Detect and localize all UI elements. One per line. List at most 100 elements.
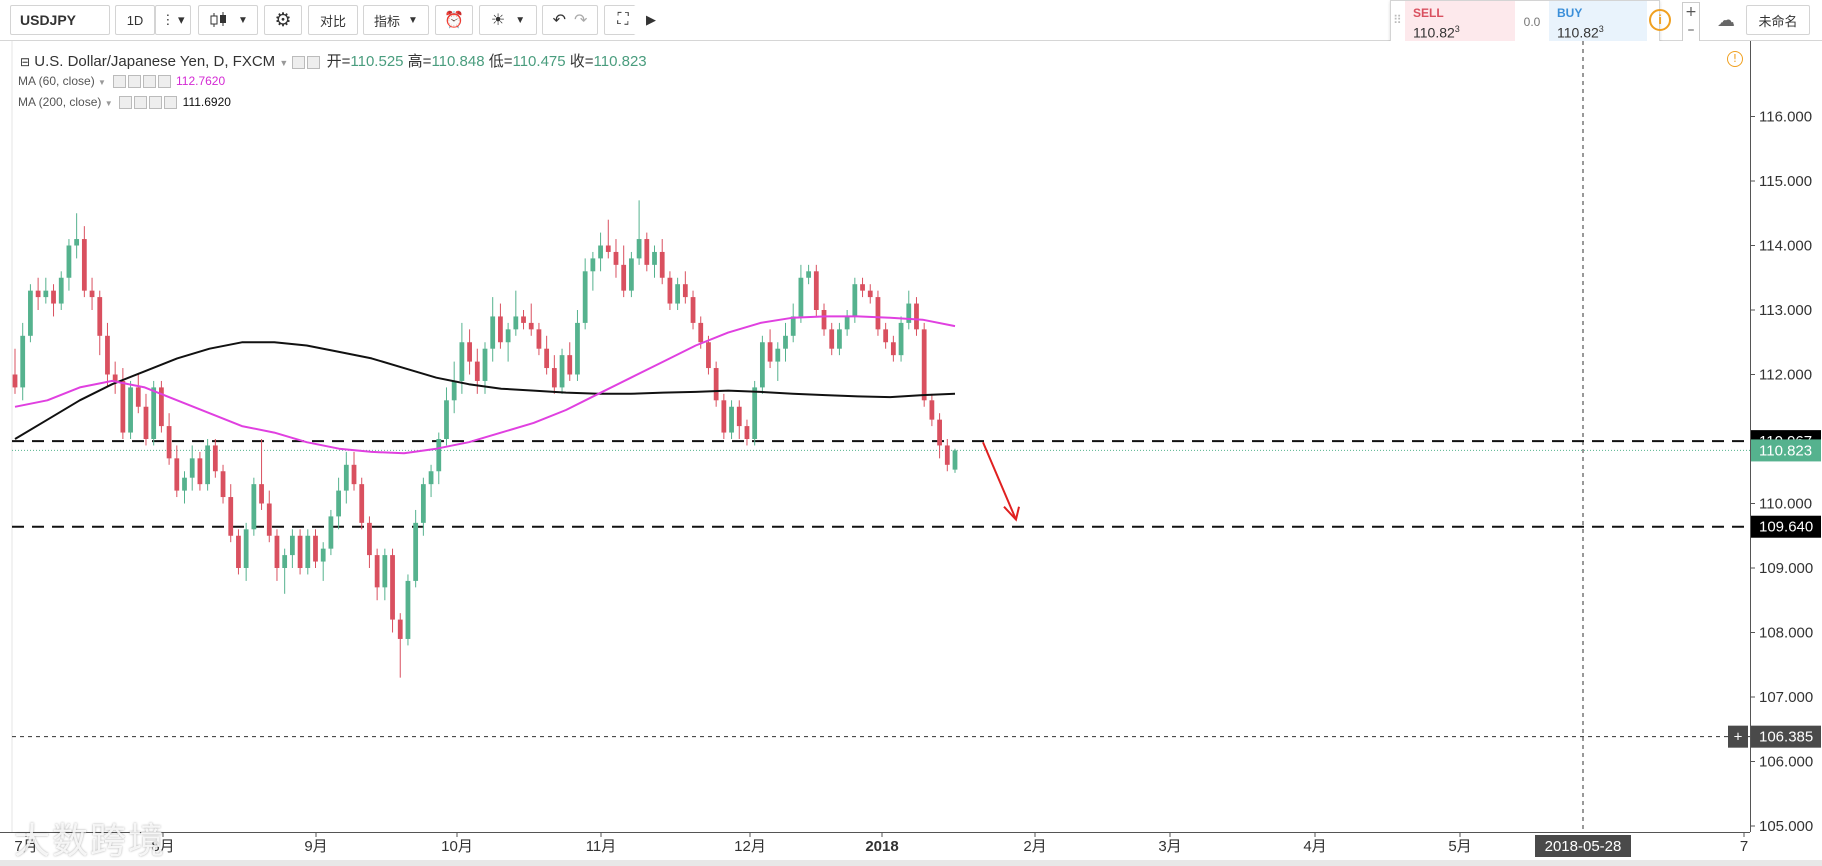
candle-body <box>513 316 519 330</box>
candle-body <box>675 284 681 304</box>
minus-icon[interactable]: – <box>1687 22 1695 38</box>
candle-body <box>721 400 727 433</box>
candle-body <box>744 426 750 439</box>
sell-button[interactable]: SELL 110.823 <box>1405 1 1515 45</box>
candle-body <box>428 471 434 485</box>
close-icon[interactable] <box>157 75 171 89</box>
compare-button[interactable]: 对比 <box>308 5 358 35</box>
candle-body <box>66 245 72 278</box>
ma60-line <box>14 315 956 455</box>
undo-redo-group[interactable]: ↶ ↷ <box>542 5 598 35</box>
plus-icon[interactable] <box>142 75 156 89</box>
candle-body <box>35 290 41 298</box>
candle-body <box>883 329 889 343</box>
gear-icon[interactable] <box>127 75 141 89</box>
alert-button[interactable]: ⏰ <box>435 5 473 35</box>
candle-body <box>182 477 187 491</box>
replay-button[interactable]: ▶ <box>634 5 668 35</box>
y-tick-label: 108.000 <box>1759 625 1813 642</box>
cloud-save-button[interactable]: ☁ <box>1700 5 1752 35</box>
chevron-down-icon[interactable]: ▼ <box>279 58 289 68</box>
ma200-label: MA (200, close) <box>18 95 102 109</box>
forecast-arrow-head <box>1003 506 1020 522</box>
eye-icon[interactable] <box>292 55 306 69</box>
lightbulb-icon: ☀ <box>490 12 506 29</box>
info-icon[interactable]: i <box>1649 9 1671 31</box>
candle-body <box>243 529 249 568</box>
candle-body <box>898 322 904 356</box>
candle-body <box>544 348 550 369</box>
candle-body <box>12 374 18 388</box>
play-icon: ▶ <box>646 12 656 27</box>
candle-body <box>860 284 865 291</box>
kebab-icon: ⋮ ▾ <box>161 12 185 27</box>
eye-icon[interactable] <box>112 75 126 89</box>
price-chart[interactable]: 105.000 106.000 107.000 108.000 109.000 110.0… <box>0 41 1822 866</box>
eye-icon[interactable] <box>119 96 133 110</box>
close-icon[interactable] <box>164 96 178 110</box>
candle-body <box>374 555 380 588</box>
chevron-down-icon: ▼ <box>408 14 418 26</box>
symbol-search-button[interactable]: USDJPY <box>10 5 110 35</box>
layout-name-label: 未命名 <box>1758 13 1798 29</box>
candle-body <box>952 450 958 470</box>
candle-body <box>629 258 634 291</box>
candle-body <box>467 342 472 362</box>
settings-button[interactable]: ⚙ <box>264 5 302 35</box>
chart-style-button[interactable]: ▼ <box>198 5 258 35</box>
candle-body <box>51 290 56 304</box>
collapse-icon[interactable]: ⊟ <box>20 55 31 69</box>
candle-body <box>259 484 264 504</box>
chevron-down-icon[interactable]: ▼ <box>104 99 113 108</box>
candle-body <box>598 245 603 259</box>
close-value: 110.823 <box>593 53 647 70</box>
y-tick-label: 110.000 <box>1759 496 1812 513</box>
candle-body <box>197 458 203 485</box>
candle-body <box>729 406 734 433</box>
compare-label: 对比 <box>319 13 346 29</box>
candle-body <box>713 368 719 401</box>
candle-body <box>929 400 935 420</box>
candle-body <box>120 380 126 433</box>
drag-handle-icon[interactable]: ⠿ <box>1393 13 1402 27</box>
gear-icon[interactable] <box>307 55 321 69</box>
level-price-box <box>1751 515 1821 538</box>
candle-body <box>582 271 588 323</box>
candle-body <box>605 245 611 252</box>
ma60-value: 112.7620 <box>175 74 226 88</box>
layout-name-button[interactable]: 未命名 <box>1746 5 1810 35</box>
interval-button[interactable]: 1D <box>115 5 155 35</box>
chevron-down-icon[interactable]: ▼ <box>98 78 106 87</box>
ideas-button[interactable]: ☀ ▼ <box>479 5 537 35</box>
crosshair-price-box <box>1751 725 1821 748</box>
ma200-line <box>14 341 956 440</box>
indicators-button[interactable]: 指标 ▼ <box>363 5 429 35</box>
candle-body <box>667 277 673 304</box>
candle-body <box>159 387 164 427</box>
gear-icon[interactable] <box>134 96 148 110</box>
warning-icon[interactable]: ! <box>1727 51 1743 67</box>
candle-body <box>636 239 642 259</box>
candle-body <box>459 342 465 381</box>
candle-body <box>821 310 827 330</box>
legend-title: U.S. Dollar/Japanese Yen, D, FXCM <box>34 53 276 70</box>
undo-icon[interactable]: ↶ <box>552 12 566 29</box>
interval-dropdown-button[interactable]: ⋮ ▾ <box>155 5 191 35</box>
plus-icon[interactable] <box>149 96 163 110</box>
candle-body <box>867 290 873 298</box>
x-tick-label: 7月 <box>14 838 37 855</box>
candle-body <box>567 355 573 375</box>
candle-body <box>498 316 503 343</box>
candle-body <box>644 239 650 265</box>
x-tick-label: 3月 <box>1158 838 1181 855</box>
zoom-buttons[interactable]: + – <box>1682 2 1700 42</box>
candle-body <box>621 264 627 291</box>
candle-body <box>451 380 457 401</box>
redo-icon[interactable]: ↷ <box>574 12 588 29</box>
candle-body <box>436 439 442 472</box>
candle-body <box>112 374 118 381</box>
plus-icon[interactable]: + <box>1685 4 1697 20</box>
sell-price: 110.823 <box>1413 24 1460 41</box>
candle-body <box>706 342 711 369</box>
buy-button[interactable]: BUY 110.823 <box>1549 1 1647 45</box>
